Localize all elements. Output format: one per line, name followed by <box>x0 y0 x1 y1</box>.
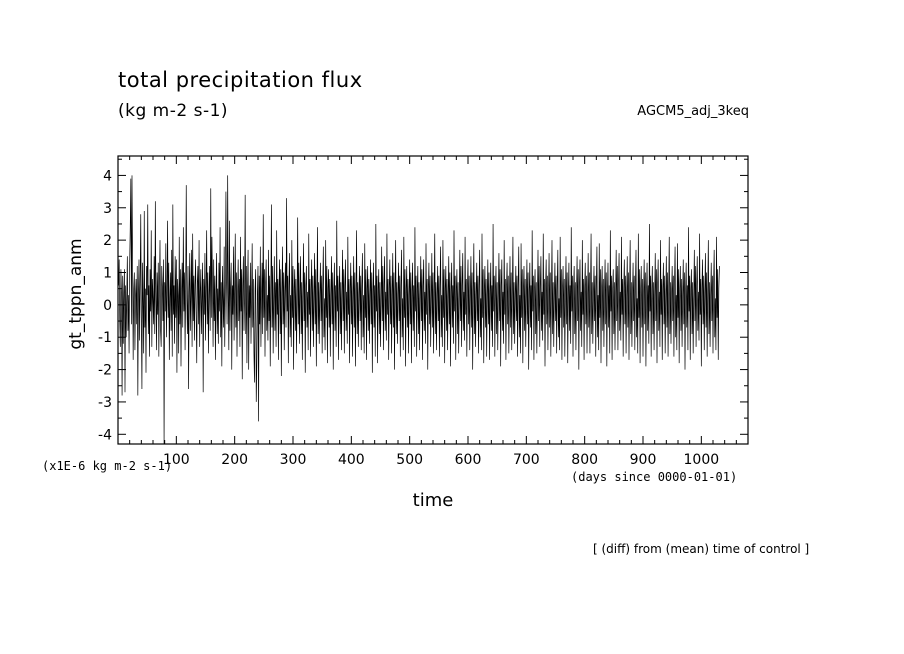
x-tick-label: 300 <box>280 452 307 468</box>
x-tick-label: 500 <box>396 452 423 468</box>
dataset-label: AGCM5_adj_3keq <box>637 104 749 119</box>
x-axis-units: (days since 0000-01-01) <box>571 470 738 484</box>
y-tick-label: -3 <box>98 395 112 411</box>
series-line-0 <box>118 175 720 445</box>
y-tick-label: 3 <box>103 201 112 217</box>
x-tick-label: 400 <box>338 452 365 468</box>
x-tick-label: 100 <box>163 452 190 468</box>
chart-subtitle: (kg m-2 s-1) <box>118 101 229 121</box>
x-tick-label: 800 <box>571 452 598 468</box>
tick-layer: -4 -3 -2 -1 0 1 2 3 4 100 200 300 400 500 600 700 800 900… <box>98 156 748 468</box>
series-layer <box>118 175 720 445</box>
x-tick-label: 1000 <box>684 452 720 468</box>
y-axis-units: (x1E-6 kg m-2 s-1) <box>42 459 173 473</box>
y-axis-label: gt_tppn_anm <box>66 238 86 350</box>
footnote: [ (diff) from (mean) time of control ] <box>593 542 810 556</box>
y-tick-label: -2 <box>98 363 112 379</box>
y-tick-label: -1 <box>98 330 112 346</box>
y-tick-label: 4 <box>103 168 112 184</box>
x-tick-label: 700 <box>513 452 540 468</box>
y-tick-label: 0 <box>103 298 112 314</box>
x-tick-label: 200 <box>221 452 248 468</box>
y-tick-label: 2 <box>103 233 112 249</box>
chart-title: total precipitation flux <box>118 68 363 92</box>
x-tick-label: 600 <box>455 452 482 468</box>
x-tick-label: 900 <box>630 452 657 468</box>
y-tick-label: 1 <box>103 265 112 281</box>
y-tick-label: -4 <box>98 427 112 443</box>
x-axis-label: time <box>412 490 454 511</box>
